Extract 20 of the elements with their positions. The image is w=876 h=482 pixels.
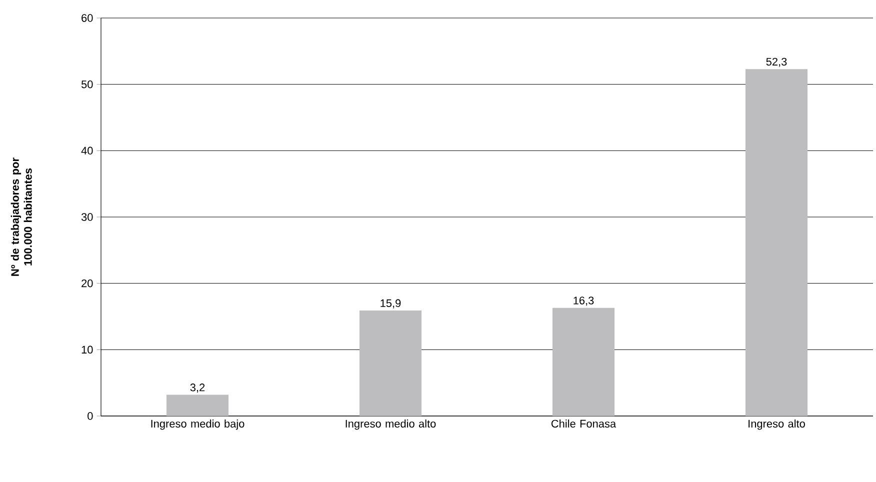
data-label: 52,3 [766, 58, 787, 67]
y-tick-label: 30 [81, 213, 93, 221]
x-tick-label: Chile Fonasa [551, 420, 616, 428]
data-label: 15,9 [380, 299, 401, 308]
data-label: 3,2 [190, 384, 205, 393]
data-label: 16,3 [574, 296, 594, 306]
y-tick-label: 40 [81, 146, 93, 155]
y-tick-label: 0 [88, 412, 93, 420]
x-tick-label: Ingreso medio alto [346, 420, 436, 430]
bar [552, 308, 615, 416]
x-tick-label: Ingreso medio bajo [151, 420, 244, 430]
bar [746, 69, 808, 416]
x-tick-label: Ingreso alto [748, 420, 805, 430]
y-tick-label: 50 [81, 80, 93, 88]
y-tick-label: 10 [82, 346, 93, 354]
bar [166, 394, 228, 416]
y-axis-title: Nº de trabajadores por 100.000 habitantes [10, 158, 32, 276]
y-tick-label: 60 [82, 14, 93, 22]
y-tick-label: 20 [82, 279, 93, 288]
bar [360, 310, 422, 416]
